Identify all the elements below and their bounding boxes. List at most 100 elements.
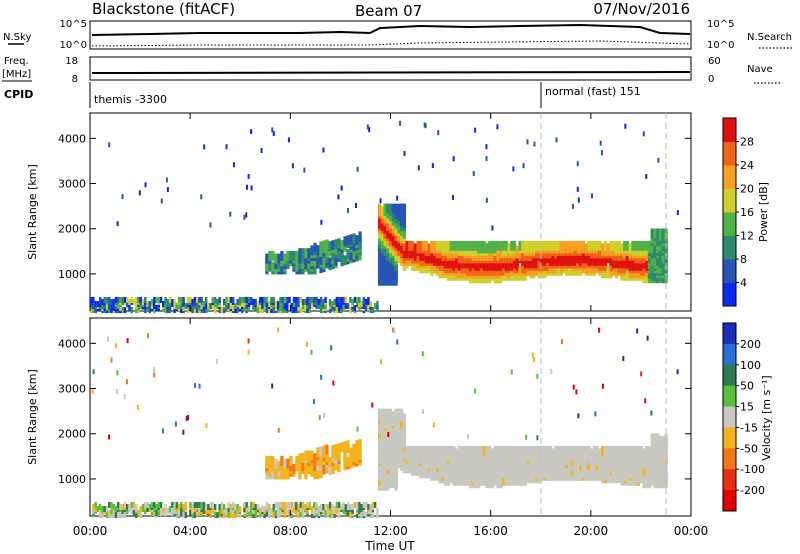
power-cell bbox=[510, 240, 514, 251]
power-cell bbox=[331, 300, 334, 307]
power-cell bbox=[164, 303, 167, 310]
velocity-cell bbox=[277, 512, 280, 519]
velocity-cell bbox=[310, 466, 314, 477]
power-cell bbox=[126, 296, 129, 303]
velocity-cell bbox=[369, 503, 372, 510]
velocity-cell bbox=[173, 508, 176, 515]
power-cell bbox=[303, 167, 306, 173]
power-colorbar-swatch bbox=[723, 282, 736, 307]
velocity-cell bbox=[110, 357, 113, 363]
power-cell bbox=[200, 194, 203, 200]
velocity-cell bbox=[110, 508, 113, 515]
velocity-cell bbox=[191, 512, 194, 519]
power-cell bbox=[105, 303, 109, 310]
velocity-cell bbox=[324, 503, 327, 510]
velocity-cell bbox=[132, 501, 136, 508]
velocity-cell bbox=[642, 448, 646, 459]
power-cell bbox=[559, 240, 563, 251]
velocity-cell bbox=[310, 450, 314, 461]
velocity-cell bbox=[646, 335, 649, 341]
power-cell bbox=[435, 240, 440, 251]
power-cell bbox=[343, 236, 347, 247]
power-cell bbox=[99, 296, 102, 303]
power-cell bbox=[343, 255, 347, 266]
velocity-colorbar-tick: 50 bbox=[740, 380, 754, 393]
power-cell bbox=[272, 296, 275, 303]
power-cell bbox=[315, 296, 318, 303]
power-cell bbox=[331, 240, 335, 251]
power-cell bbox=[557, 265, 561, 276]
power-colorbar-swatch bbox=[723, 259, 736, 283]
power-cell bbox=[335, 296, 339, 303]
power-cell bbox=[297, 300, 300, 307]
velocity-cell bbox=[376, 512, 379, 519]
power-cell bbox=[377, 203, 382, 214]
power-cell bbox=[625, 240, 630, 251]
power-cell bbox=[322, 147, 325, 153]
power-cell bbox=[238, 296, 242, 303]
velocity-cell bbox=[301, 501, 305, 508]
power-cell bbox=[411, 240, 415, 251]
velocity-cell bbox=[640, 371, 643, 377]
velocity-cell bbox=[150, 510, 154, 517]
power-cell bbox=[297, 296, 300, 303]
power-cell bbox=[130, 296, 133, 303]
power-cell bbox=[472, 171, 475, 177]
velocity-cell bbox=[187, 414, 190, 420]
power-cell bbox=[193, 296, 197, 303]
velocity-cell bbox=[594, 411, 597, 417]
power-cell bbox=[271, 250, 275, 261]
power-cell bbox=[590, 240, 594, 251]
velocity-cell bbox=[320, 374, 323, 380]
velocity-cell bbox=[333, 512, 336, 519]
power-cell bbox=[562, 240, 566, 251]
power-cell bbox=[292, 307, 296, 314]
velocity-cell bbox=[532, 445, 536, 456]
velocity-cell bbox=[182, 429, 185, 435]
power-cell bbox=[603, 240, 608, 251]
velocity-cell bbox=[277, 501, 280, 508]
velocity-cell bbox=[180, 510, 183, 517]
power-cell bbox=[334, 239, 338, 250]
power-cell bbox=[313, 296, 316, 303]
velocity-cell bbox=[317, 510, 321, 517]
power-cell bbox=[537, 240, 541, 251]
velocity-cell bbox=[424, 445, 429, 456]
power-cell bbox=[234, 307, 237, 314]
velocity-cell bbox=[297, 503, 300, 510]
power-cell bbox=[319, 303, 323, 310]
velocity-cell bbox=[238, 512, 242, 519]
power-cell bbox=[256, 307, 260, 314]
velocity-cell bbox=[99, 510, 102, 517]
velocity-cell bbox=[623, 445, 627, 456]
velocity-cell bbox=[559, 445, 563, 456]
velocity-cell bbox=[306, 508, 309, 515]
time-tick-label: 20:00 bbox=[574, 524, 609, 538]
power-cell bbox=[299, 296, 302, 303]
velocity-cell bbox=[139, 512, 142, 519]
velocity-cell bbox=[126, 338, 129, 344]
velocity-cell bbox=[92, 508, 95, 515]
velocity-cell bbox=[141, 503, 145, 510]
power-cell bbox=[189, 296, 192, 303]
power-cell bbox=[232, 162, 235, 168]
power-cell bbox=[146, 300, 149, 307]
velocity-cell bbox=[337, 512, 341, 519]
velocity-cell bbox=[601, 383, 604, 389]
power-cell bbox=[485, 144, 488, 150]
power-cell bbox=[203, 144, 206, 150]
power-cell bbox=[333, 298, 336, 305]
velocity-cell bbox=[286, 458, 290, 469]
velocity-cell bbox=[229, 503, 233, 510]
nsky-panel: N.Sky 10^5 10^0 10^5 10^0 N.Search bbox=[3, 19, 793, 51]
velocity-cell bbox=[466, 433, 469, 439]
power-cell bbox=[317, 298, 321, 305]
freq-trace bbox=[91, 71, 691, 74]
power-cell bbox=[507, 243, 511, 254]
power-cell bbox=[496, 124, 499, 130]
velocity-cell bbox=[337, 451, 341, 462]
velocity-cell bbox=[346, 510, 350, 517]
velocity-cell bbox=[213, 512, 217, 519]
power-cell bbox=[402, 203, 406, 214]
power-cell bbox=[229, 211, 232, 217]
